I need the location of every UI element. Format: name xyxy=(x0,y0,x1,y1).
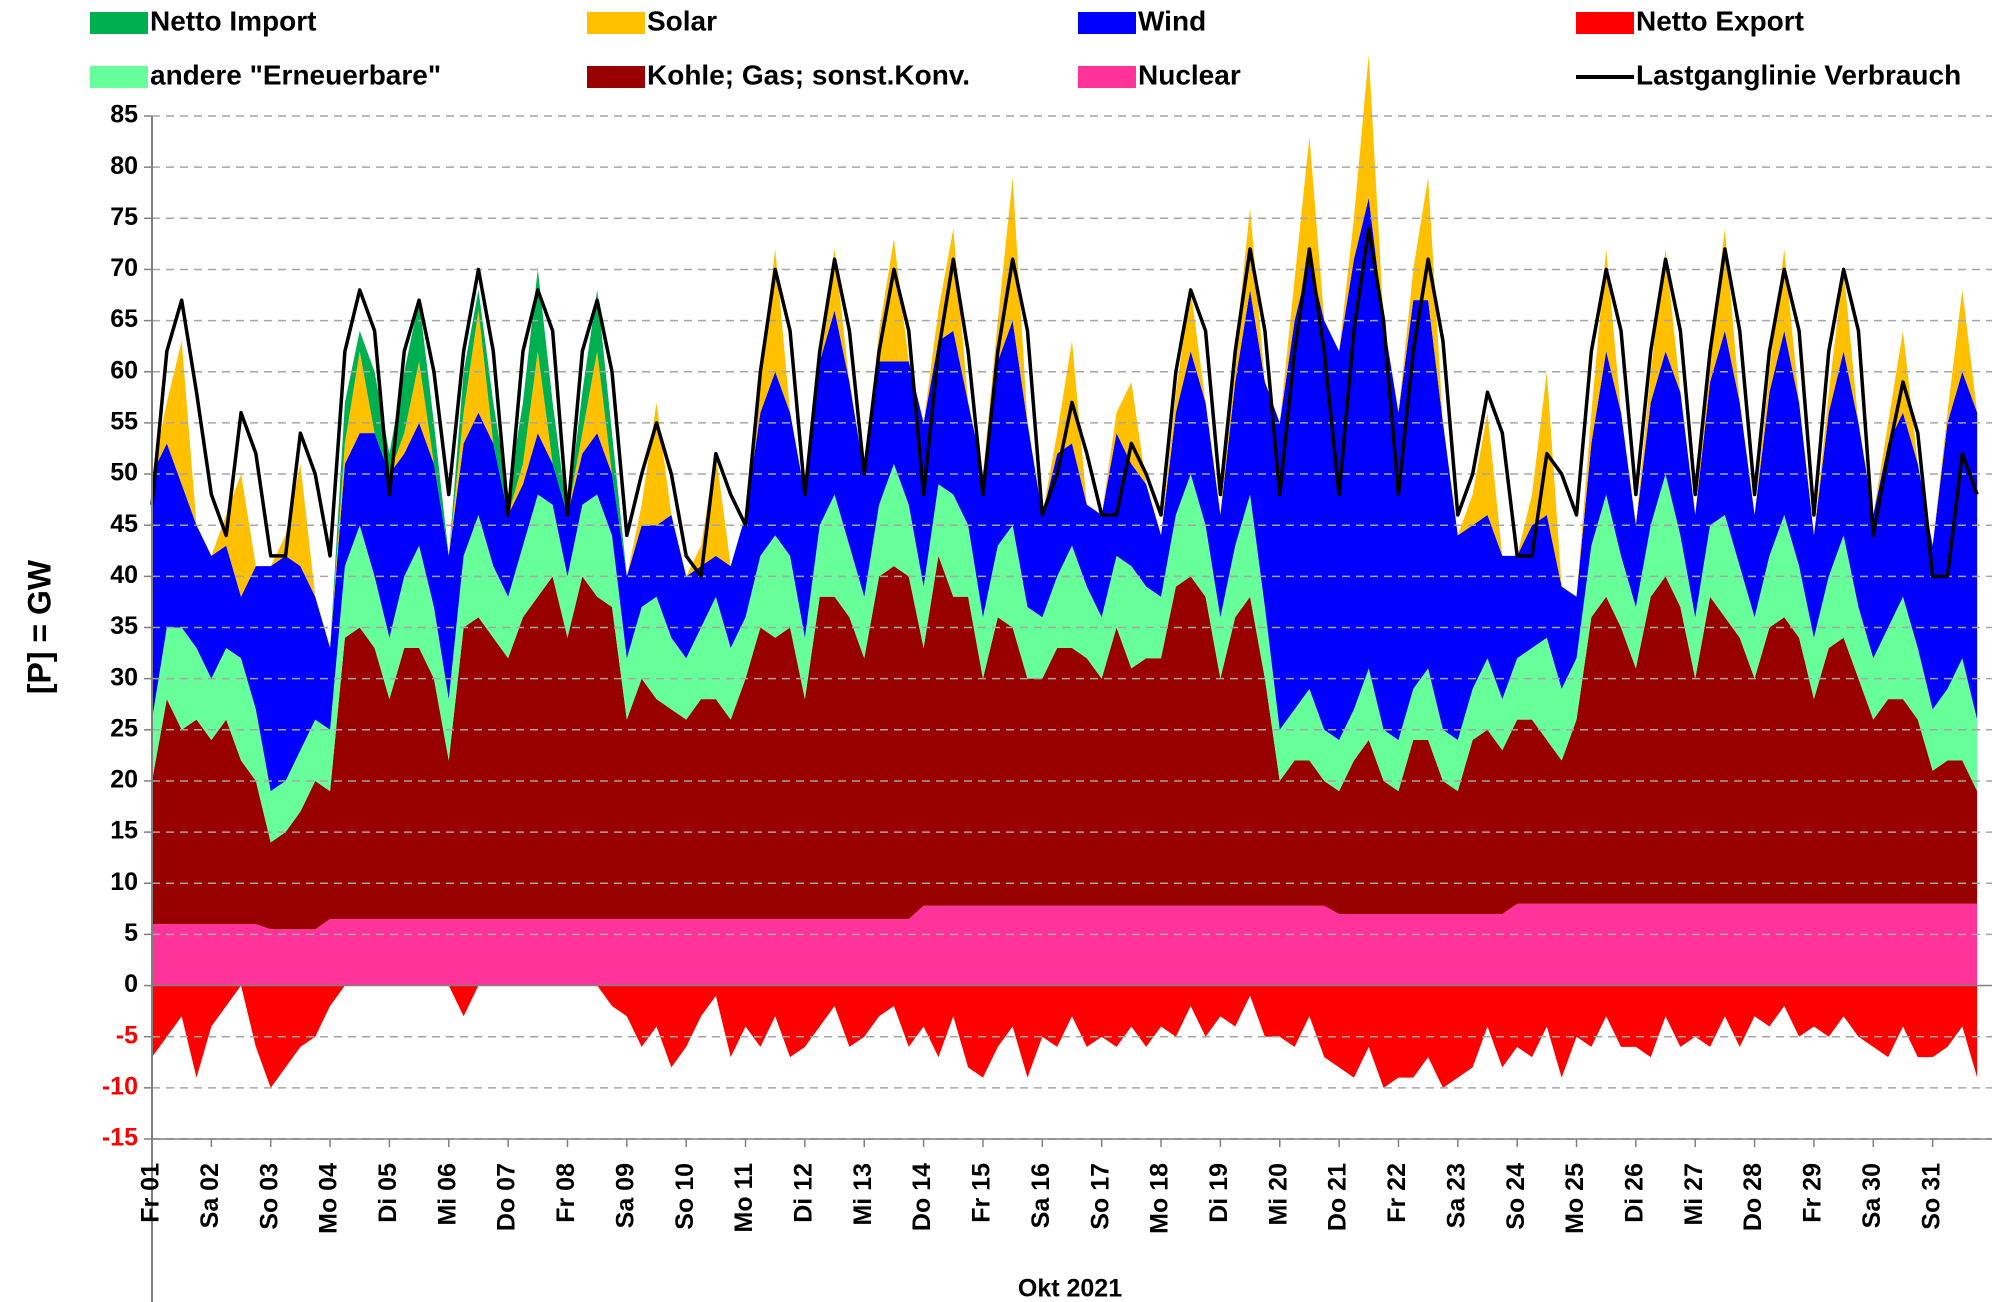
x-tick-label: Do 21 xyxy=(1324,1163,1352,1231)
x-tick-label: Fr 29 xyxy=(1799,1163,1827,1223)
area xyxy=(152,985,1978,1088)
legend-swatch xyxy=(587,66,645,88)
x-tick-label: Fr 15 xyxy=(968,1163,996,1223)
area xyxy=(152,197,1978,792)
x-tick-label: Di 26 xyxy=(1620,1163,1648,1223)
y-tick-label: 55 xyxy=(110,408,138,436)
legend-swatch xyxy=(90,12,148,34)
x-tick-label: So 03 xyxy=(255,1163,283,1230)
legend-swatch xyxy=(1078,12,1136,34)
y-tick-label: 5 xyxy=(124,919,138,947)
x-tick-label: Fr 01 xyxy=(137,1163,165,1223)
x-tick-label: So 31 xyxy=(1917,1163,1945,1230)
x-tick-label: Do 07 xyxy=(493,1163,521,1231)
x-tick-label: Mi 20 xyxy=(1264,1163,1292,1226)
y-tick-label: 80 xyxy=(110,152,138,180)
load-line xyxy=(150,226,1979,579)
x-tick-label: Do 14 xyxy=(908,1163,936,1231)
legend-label: Netto Export xyxy=(1636,5,1804,36)
x-tick-label: Mi 06 xyxy=(433,1163,461,1226)
y-tick-label: 70 xyxy=(110,254,138,282)
x-tick-label: Mo 18 xyxy=(1146,1163,1174,1234)
area xyxy=(152,555,1978,930)
legend-swatch xyxy=(90,66,148,88)
x-tick-label: Mo 25 xyxy=(1561,1163,1589,1234)
y-tick-label: 75 xyxy=(110,203,138,231)
x-tick-label: Di 19 xyxy=(1205,1163,1233,1223)
y-tick-label: 15 xyxy=(110,817,138,845)
x-tick-label: Di 12 xyxy=(790,1163,818,1223)
legend-label: Nuclear xyxy=(1138,59,1241,90)
x-tick-label: Sa 16 xyxy=(1027,1163,1055,1228)
legend-label: Wind xyxy=(1138,5,1206,36)
y-tick-label: 20 xyxy=(110,766,138,794)
x-tick-label: Di 05 xyxy=(374,1163,402,1223)
x-axis-title: Okt 2021 xyxy=(1018,1275,1122,1302)
y-tick-label: -15 xyxy=(102,1124,138,1152)
legend-label: Solar xyxy=(647,5,717,36)
x-tick-label: Fr 08 xyxy=(552,1163,580,1223)
legend-swatch xyxy=(1078,66,1136,88)
y-tick-label: -5 xyxy=(116,1021,138,1049)
x-tick-label: Mo 11 xyxy=(730,1163,758,1233)
y-tick-label: 30 xyxy=(110,663,138,691)
x-tick-label: Sa 09 xyxy=(611,1163,639,1228)
y-tick-label: 10 xyxy=(110,868,138,896)
x-tick-label: So 10 xyxy=(671,1163,699,1230)
x-tick-label: Sa 23 xyxy=(1442,1163,1470,1228)
y-tick-label: 50 xyxy=(110,459,138,487)
x-tick-label: Mo 04 xyxy=(315,1163,343,1234)
y-tick-label: 40 xyxy=(110,561,138,589)
y-tick-label: 85 xyxy=(110,101,138,129)
x-tick-label: Do 28 xyxy=(1739,1163,1767,1231)
area xyxy=(152,463,1978,843)
y-tick-label: 65 xyxy=(110,305,138,333)
legend-label: Kohle; Gas; sonst.Konv. xyxy=(647,59,970,90)
legend-swatch xyxy=(1576,12,1634,34)
x-tick-label: Fr 22 xyxy=(1383,1163,1411,1223)
x-tick-label: Mi 13 xyxy=(849,1163,877,1226)
x-tick-label: Sa 30 xyxy=(1858,1163,1886,1228)
legend-swatch xyxy=(587,12,645,34)
legend-label: andere "Erneuerbare" xyxy=(150,59,441,90)
x-tick-label: So 17 xyxy=(1086,1163,1114,1230)
area xyxy=(152,54,1978,648)
y-axis-title: [P] = GW xyxy=(21,559,57,694)
legend-label: Netto Import xyxy=(150,5,316,36)
y-tick-label: 25 xyxy=(110,714,138,742)
y-tick-label: 0 xyxy=(124,970,138,998)
y-tick-label: 60 xyxy=(110,356,138,384)
area xyxy=(152,903,1978,986)
x-tick-label: So 24 xyxy=(1502,1163,1530,1230)
y-tick-label: -10 xyxy=(102,1072,138,1100)
areas xyxy=(152,54,1978,1088)
y-tick-label: 45 xyxy=(110,510,138,538)
y-tick-label: 35 xyxy=(110,612,138,640)
legend-label: Lastganglinie Verbrauch xyxy=(1636,59,1961,90)
x-tick-label: Sa 02 xyxy=(196,1163,224,1228)
x-tick-label: Mi 27 xyxy=(1680,1163,1708,1226)
